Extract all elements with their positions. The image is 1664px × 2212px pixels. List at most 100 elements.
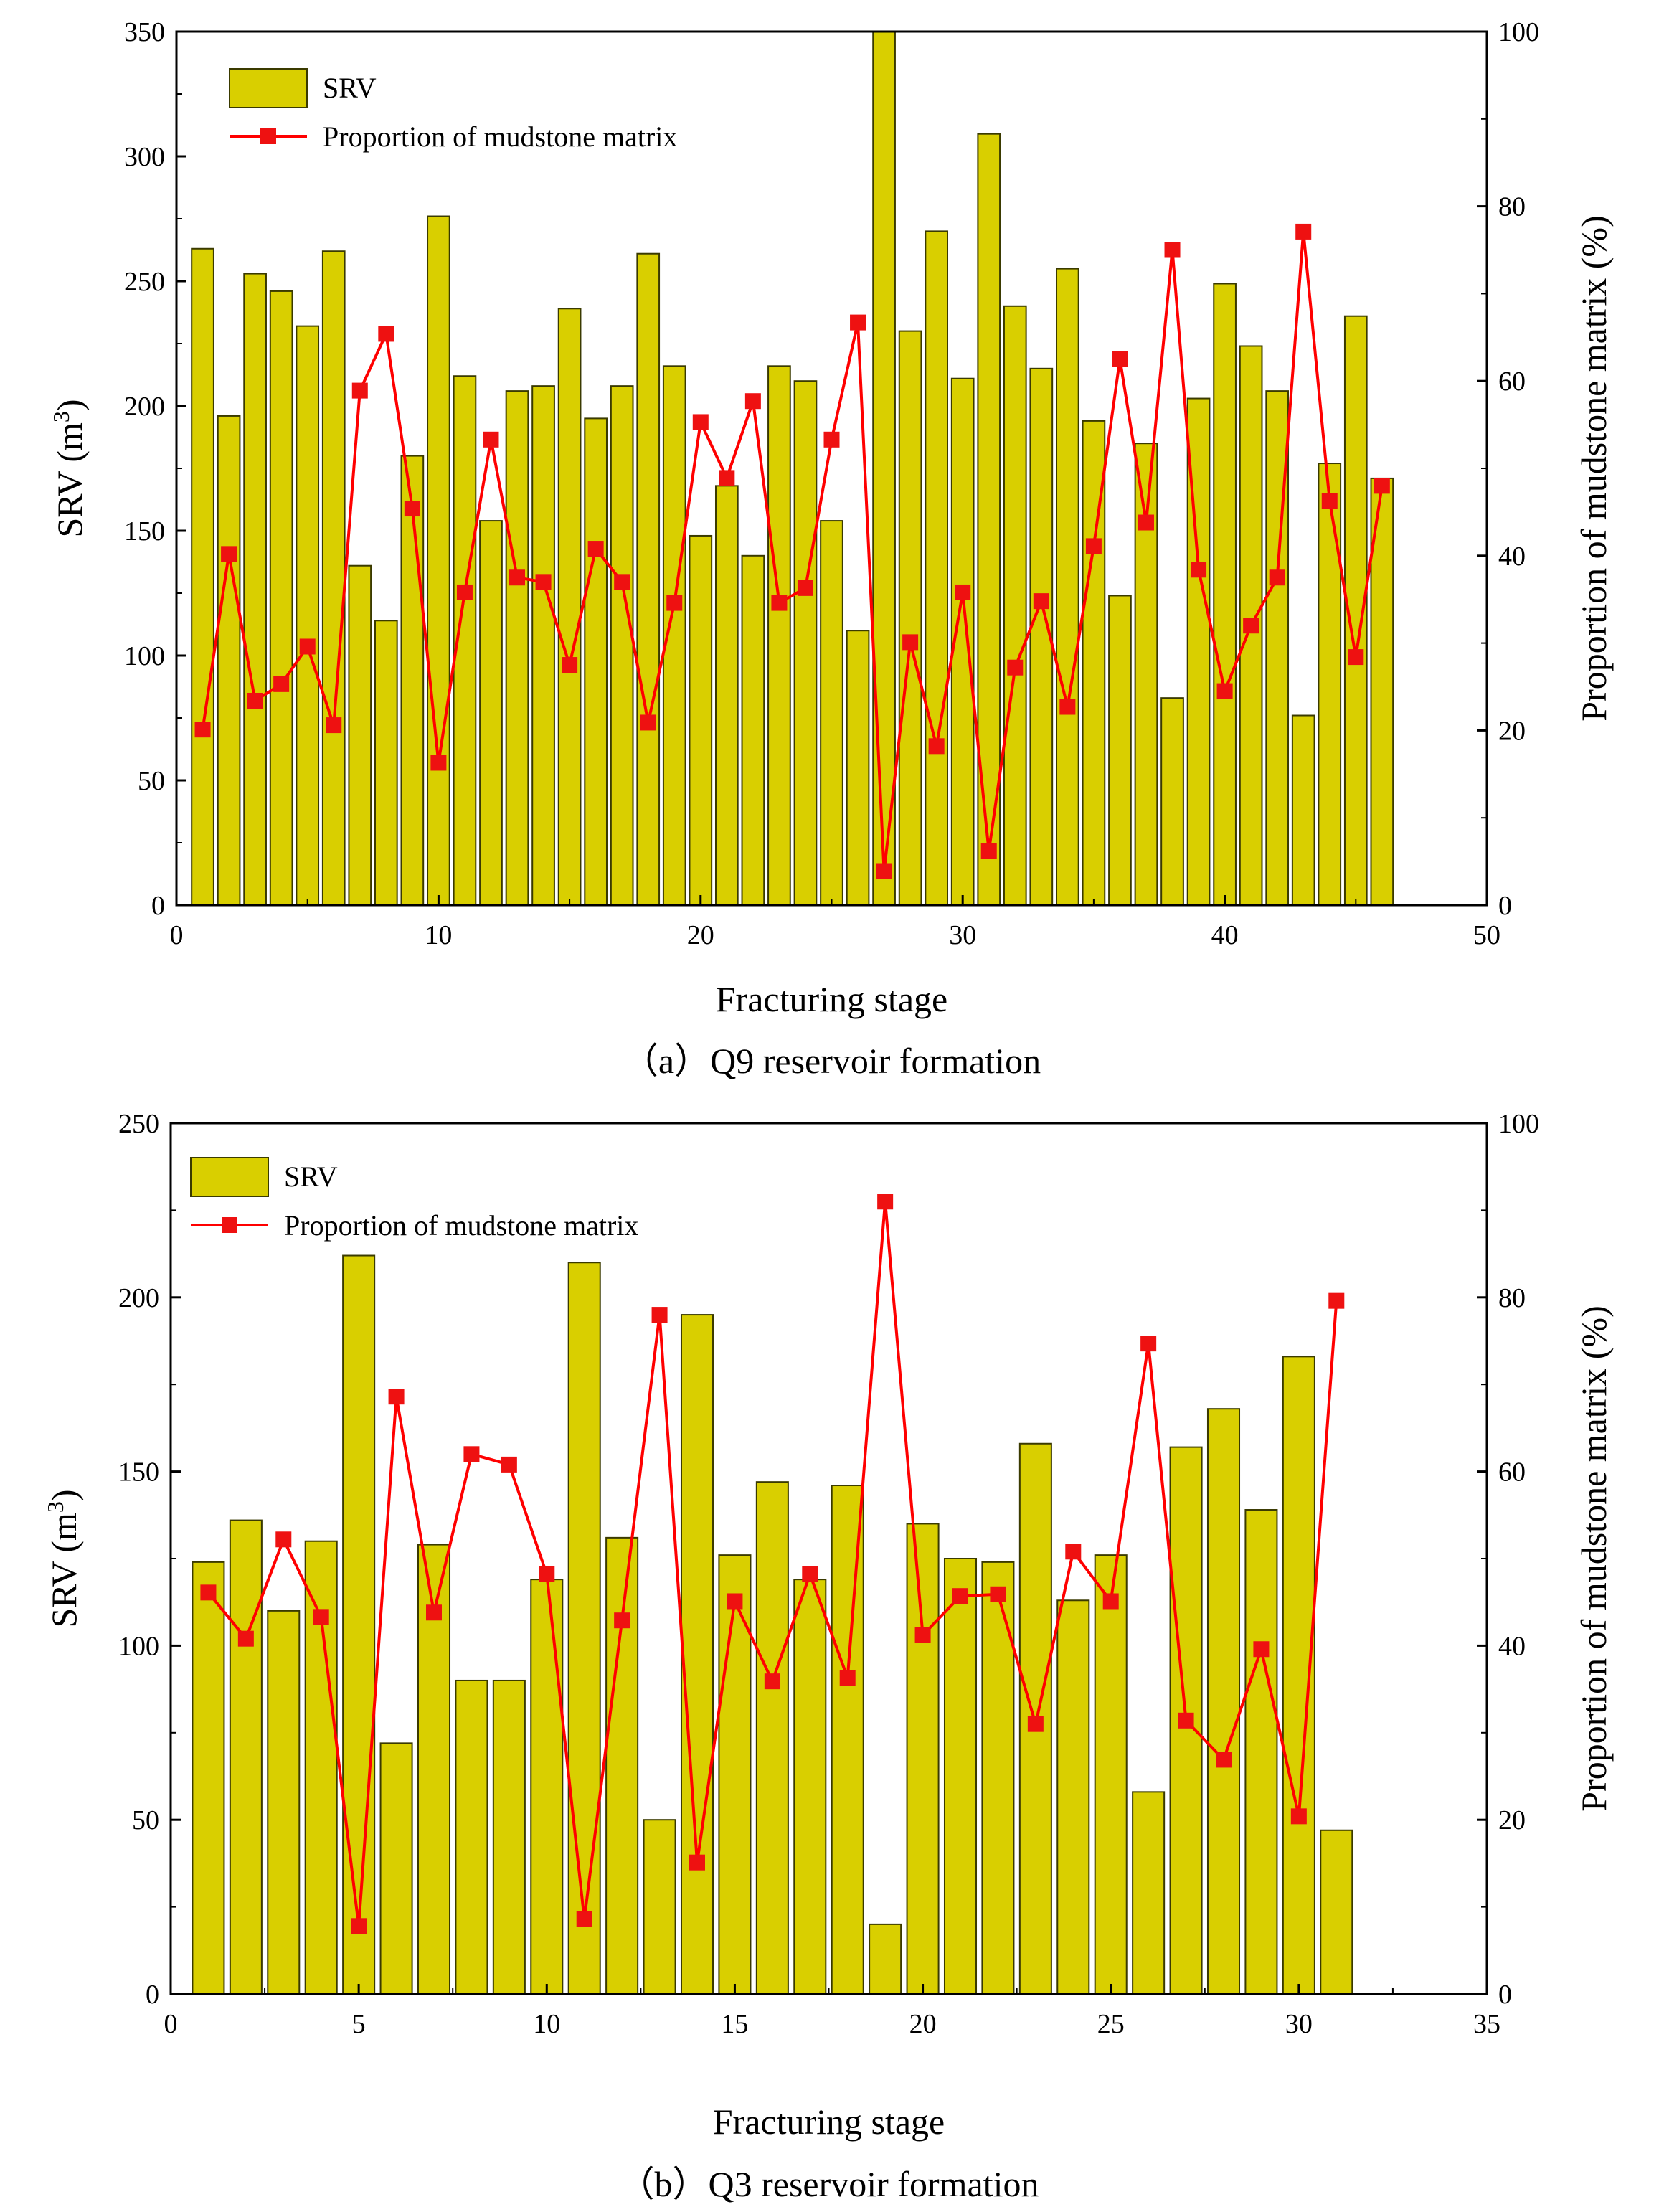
srv-bar [342, 1254, 376, 1995]
mudstone-marker [388, 1389, 405, 1405]
srv-bar [321, 250, 346, 906]
srv-bar [898, 330, 922, 907]
srv-bar [605, 1536, 639, 1995]
mudstone-marker [1138, 514, 1154, 531]
x-tick-label: 10 [425, 920, 452, 950]
legend: SRV Proportion of mudstone matrix [190, 1157, 638, 1242]
y-left-tick-label: 300 [124, 142, 165, 172]
mudstone-marker [877, 1194, 894, 1210]
y-left-tick-label: 350 [124, 17, 165, 47]
srv-bar [1213, 283, 1237, 907]
mudstone-marker [850, 314, 866, 331]
srv-bar [557, 308, 582, 906]
y-right-tick-label: 60 [1498, 1457, 1526, 1488]
legend-swatch-srv [229, 68, 308, 108]
srv-bar [492, 1679, 526, 1995]
mudstone-marker [1328, 1292, 1345, 1309]
mudstone-marker [640, 714, 656, 731]
mudstone-marker [1140, 1336, 1157, 1352]
x-axis-label: Fracturing stage [713, 2102, 945, 2142]
mudstone-marker [1348, 649, 1364, 666]
mudstone-marker [914, 1627, 931, 1643]
y-left-axis-label: SRV (m3) [48, 399, 90, 537]
y-left-axis-label: SRV (m3) [42, 1489, 84, 1627]
mudstone-marker [200, 1584, 217, 1601]
mudstone-marker [247, 692, 263, 709]
srv-bar [479, 520, 503, 906]
y-left-tick-label: 0 [151, 891, 165, 921]
srv-bar [1056, 268, 1079, 907]
mudstone-marker [651, 1307, 668, 1323]
mudstone-marker [351, 1918, 367, 1934]
x-tick-label: 30 [1285, 2009, 1313, 2039]
mudstone-marker [1027, 1716, 1044, 1732]
srv-bar [1370, 477, 1394, 906]
mudstone-marker [378, 326, 394, 342]
y-right-tick-label: 20 [1498, 1805, 1526, 1835]
mudstone-marker [299, 638, 316, 655]
y-left-tick-label: 200 [124, 392, 165, 422]
srv-bar [846, 630, 870, 906]
srv-bar [981, 1561, 1015, 1995]
y-left-tick-label: 150 [118, 1457, 159, 1488]
mudstone-marker [689, 1854, 705, 1871]
mudstone-marker [1102, 1593, 1119, 1610]
mudstone-marker [955, 584, 971, 600]
y-left-tick-label: 200 [118, 1283, 159, 1313]
x-tick-label: 40 [1211, 920, 1239, 950]
srv-bar [567, 1262, 601, 1995]
x-tick-label: 20 [909, 2009, 937, 2039]
srv-bar [455, 1679, 488, 1995]
mudstone-marker [587, 541, 604, 557]
srv-bar [1160, 697, 1184, 906]
legend-label-mudstone: Proportion of mudstone matrix [323, 120, 677, 153]
mudstone-marker [430, 755, 447, 771]
srv-bar [943, 1558, 978, 1995]
legend-label-srv: SRV [323, 72, 377, 104]
mudstone-marker [576, 1911, 592, 1927]
srv-bar [610, 385, 634, 906]
srv-bar [1206, 1408, 1241, 1995]
mudstone-marker [719, 470, 735, 486]
x-tick-label: 30 [949, 920, 976, 950]
x-tick-label: 5 [352, 2009, 366, 2039]
mudstone-marker [990, 1586, 1006, 1602]
srv-bar [217, 415, 241, 906]
mudstone-marker [1253, 1641, 1270, 1658]
legend-label-srv: SRV [284, 1161, 338, 1193]
srv-bar [1094, 1554, 1128, 1995]
mudstone-marker [1164, 242, 1181, 258]
x-tick-label: 20 [687, 920, 714, 950]
srv-bar [269, 290, 293, 907]
mudstone-marker [666, 595, 683, 611]
srv-bar [689, 534, 713, 906]
y-left-tick-label: 50 [138, 766, 165, 796]
x-tick-label: 15 [721, 2009, 748, 2039]
mudstone-marker [797, 580, 813, 596]
srv-bar [1003, 305, 1027, 906]
mudstone-marker [614, 574, 630, 590]
x-tick-label: 0 [170, 920, 184, 950]
mudstone-marker [839, 1670, 856, 1686]
srv-bar [793, 380, 818, 906]
srv-bar [869, 1923, 902, 1995]
mudstone-marker [692, 414, 709, 430]
mudstone-marker [1065, 1544, 1082, 1560]
mudstone-marker [1178, 1712, 1194, 1729]
x-tick-label: 25 [1097, 2009, 1125, 2039]
y-right-tick-label: 0 [1498, 891, 1512, 921]
mudstone-marker [237, 1630, 254, 1647]
mudstone-marker [614, 1612, 630, 1629]
mudstone-marker [1007, 659, 1024, 676]
y-left-tick-label: 150 [124, 516, 165, 547]
mudstone-marker [539, 1566, 555, 1582]
x-tick-label: 35 [1473, 2009, 1500, 2039]
mudstone-marker [275, 1531, 292, 1548]
y-right-axis-label: Proportion of mudstone matrix (%) [1574, 1305, 1614, 1811]
mudstone-marker [980, 843, 997, 859]
chart-panel-a: 0 10 20 30 40 5005010015020025030035002040608… [48, 17, 1614, 1081]
mudstone-marker [1112, 351, 1128, 367]
srv-bar [267, 1610, 301, 1995]
mudstone-marker [501, 1456, 517, 1473]
y-left-tick-label: 100 [124, 641, 165, 671]
